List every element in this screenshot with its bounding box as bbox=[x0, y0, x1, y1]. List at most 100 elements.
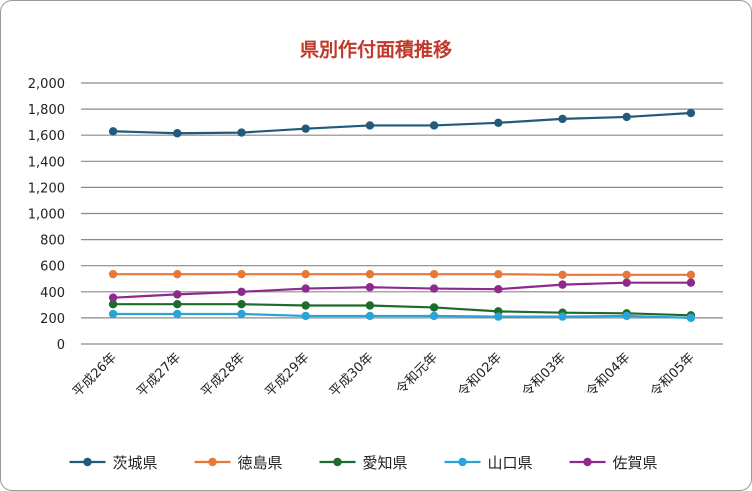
data-point bbox=[429, 269, 439, 279]
series-愛知県 bbox=[108, 299, 696, 320]
data-point bbox=[301, 311, 310, 321]
data-point bbox=[365, 121, 375, 130]
y-axis-ticks: 0 200 400 600 800 1,000 1,200 1,400 1,600 1,800 2,… bbox=[28, 77, 65, 353]
legend-swatch-marker bbox=[333, 457, 342, 467]
data-point bbox=[622, 270, 631, 280]
data-point bbox=[686, 278, 696, 287]
x-tick-label: 令和04年 bbox=[584, 350, 634, 400]
series-徳島県 bbox=[108, 269, 696, 280]
series-山口県 bbox=[108, 309, 696, 323]
legend-label: 愛知県 bbox=[363, 454, 408, 472]
data-point bbox=[237, 309, 246, 319]
grid-layer bbox=[81, 82, 723, 345]
legend-swatch-marker bbox=[208, 457, 217, 467]
y-tick-label: 1,800 bbox=[28, 103, 65, 118]
data-point bbox=[558, 270, 567, 280]
data-point bbox=[429, 303, 439, 312]
data-point bbox=[108, 309, 118, 319]
data-point bbox=[494, 118, 503, 128]
data-point bbox=[237, 269, 246, 279]
y-tick-label: 1,600 bbox=[28, 129, 65, 144]
series-茨城県 bbox=[108, 108, 696, 138]
legend-label: 徳島県 bbox=[238, 454, 283, 472]
data-point bbox=[108, 269, 118, 279]
y-tick-label: 800 bbox=[40, 234, 65, 249]
data-point bbox=[301, 124, 310, 133]
series-line bbox=[113, 303, 691, 317]
y-tick-label: 200 bbox=[40, 312, 65, 327]
data-point bbox=[429, 311, 439, 321]
x-tick-label: 平成26年 bbox=[70, 350, 120, 400]
data-point bbox=[301, 269, 310, 279]
data-point bbox=[237, 287, 246, 296]
legend-swatch-marker bbox=[83, 457, 92, 467]
data-point bbox=[686, 270, 696, 280]
y-tick-label: 400 bbox=[40, 286, 65, 301]
legend-label: 茨城県 bbox=[113, 454, 158, 472]
legend-swatch-marker bbox=[458, 457, 467, 467]
legend-label: 山口県 bbox=[488, 454, 533, 472]
data-point bbox=[365, 269, 375, 279]
legend-item: 徳島県 bbox=[194, 454, 283, 472]
data-point bbox=[429, 121, 439, 130]
x-tick-label: 令和03年 bbox=[519, 350, 569, 400]
legend-item: 佐賀県 bbox=[569, 454, 658, 472]
y-tick-label: 1,400 bbox=[28, 155, 65, 170]
data-point bbox=[558, 114, 567, 124]
legend-label: 佐賀県 bbox=[613, 454, 658, 472]
data-point bbox=[686, 108, 696, 118]
series-layer bbox=[108, 108, 696, 323]
series-line bbox=[113, 111, 691, 135]
legend-item: 茨城県 bbox=[69, 454, 158, 472]
data-point bbox=[173, 290, 182, 299]
data-point bbox=[108, 127, 118, 136]
data-point bbox=[558, 280, 567, 289]
x-tick-label: 令和05年 bbox=[648, 350, 698, 400]
data-point bbox=[301, 284, 310, 293]
data-point bbox=[108, 299, 118, 309]
x-tick-label: 平成27年 bbox=[134, 350, 184, 400]
y-tick-label: 600 bbox=[40, 260, 65, 275]
series-line bbox=[113, 281, 691, 299]
data-point bbox=[365, 283, 375, 292]
y-tick-label: 2,000 bbox=[28, 77, 65, 92]
data-point bbox=[622, 278, 631, 287]
data-point bbox=[365, 311, 375, 321]
series-佐賀県 bbox=[108, 278, 696, 302]
data-point bbox=[301, 301, 310, 310]
data-point bbox=[494, 284, 503, 294]
data-point bbox=[173, 299, 182, 309]
y-tick-label: 0 bbox=[57, 338, 65, 353]
data-point bbox=[558, 312, 567, 321]
legend-item: 愛知県 bbox=[319, 454, 408, 472]
legend: 茨城県 徳島県 愛知県 山口県 佐賀県 bbox=[69, 454, 658, 472]
y-tick-label: 1,200 bbox=[28, 181, 65, 196]
data-point bbox=[429, 284, 439, 293]
data-point bbox=[173, 129, 182, 138]
data-point bbox=[622, 311, 631, 321]
chart-title: 県別作付面積推移 bbox=[300, 38, 452, 61]
data-point bbox=[173, 309, 182, 319]
x-axis-ticks: 平成26年 平成27年 平成28年 平成29年 平成30年 令和元年 令和02年 令和03年令… bbox=[70, 350, 698, 400]
x-tick-label: 平成30年 bbox=[327, 350, 377, 400]
series-line bbox=[113, 312, 691, 319]
x-tick-label: 平成29年 bbox=[263, 350, 313, 400]
legend-swatch-marker bbox=[583, 457, 592, 467]
data-point bbox=[686, 313, 696, 323]
legend-item: 山口県 bbox=[444, 454, 533, 472]
x-tick-label: 令和元年 bbox=[394, 350, 441, 397]
data-point bbox=[237, 128, 246, 137]
data-point bbox=[494, 269, 503, 279]
y-tick-label: 1,000 bbox=[28, 208, 65, 223]
data-point bbox=[365, 301, 375, 310]
data-point bbox=[622, 112, 631, 122]
data-point bbox=[237, 299, 246, 309]
data-point bbox=[108, 293, 118, 302]
x-tick-label: 令和02年 bbox=[455, 350, 505, 400]
x-tick-label: 平成28年 bbox=[198, 350, 248, 400]
data-point bbox=[173, 269, 182, 279]
series-line bbox=[113, 273, 691, 276]
data-point bbox=[494, 312, 503, 321]
